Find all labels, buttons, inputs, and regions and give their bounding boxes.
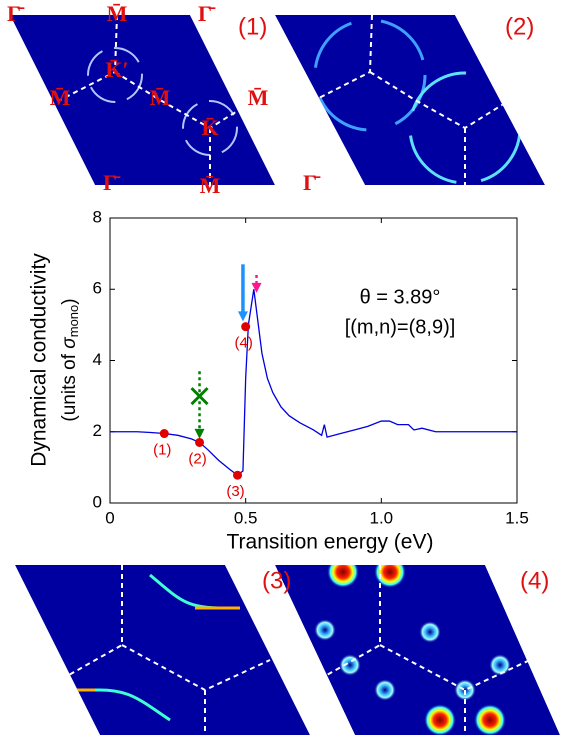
y-unit-subscript: mono (66, 305, 81, 338)
point-label: (1) (153, 442, 171, 459)
y-tick-label: 4 (93, 350, 102, 369)
y-tick-label: 8 (93, 207, 102, 226)
panel-label: (4) (520, 567, 549, 594)
k-point-label: Γ̄ (103, 170, 121, 195)
k-point-label: Γ̄ (198, 1, 216, 26)
panel-2 (275, 15, 545, 185)
arrow-head (194, 428, 205, 439)
panel-labels: (1) (2) (3) (4) Γ̄ M̄ Γ̄ K̄′ M̄ M̄ M̄ K̄ Γ̄ M̄ Γ̄ (7, 1, 549, 594)
point-label: (4) (234, 335, 252, 352)
k-point-label: M̄ (107, 1, 128, 26)
panel-label: (2) (505, 13, 534, 40)
x-tick-label: 0.5 (234, 508, 258, 527)
y-unit-part: (units of (59, 349, 80, 422)
panel-label: (1) (238, 13, 267, 40)
k-point-label: Γ̄ (303, 170, 321, 195)
k-point-label: M̄ (50, 85, 71, 110)
point (233, 470, 243, 480)
y-axis-unit: (units of σmono) (59, 298, 81, 421)
plot-frame (109, 217, 518, 504)
chart: Transition energy (eV) Dynamical conduct… (28, 207, 529, 553)
y-unit-part: ) (59, 298, 80, 304)
k-point-label: M̄ (200, 173, 221, 198)
point-label: (3) (226, 483, 244, 500)
point (195, 437, 205, 447)
y-unit-symbol: σ (59, 336, 80, 349)
cross (190, 387, 209, 406)
point (241, 322, 251, 332)
k-point-label: K̄′ (105, 57, 128, 82)
panel-4 (275, 565, 560, 735)
arrow-head (237, 311, 248, 322)
x-tick-label: 0 (105, 508, 114, 527)
x-tick-label: 1.0 (370, 508, 394, 527)
arrow-head (251, 282, 262, 293)
x-axis-label: Transition energy (eV) (227, 531, 434, 554)
k-point-label: M̄ (150, 85, 171, 110)
y-tick-label: 0 (93, 492, 102, 511)
k-point-label: M̄ (248, 85, 269, 110)
point-label: (2) (188, 450, 206, 467)
annotation: [(m,n)=(8,9)] (345, 316, 456, 338)
point (159, 429, 169, 439)
panel-1 (10, 15, 275, 185)
k-point-label: K̄ (201, 115, 218, 140)
x-tick-label: 1.5 (505, 508, 529, 527)
annotation: θ = 3.89° (360, 286, 441, 308)
panel-label: (3) (262, 567, 291, 594)
y-tick-label: 6 (93, 279, 102, 298)
y-axis-label: Dynamical conductivity (28, 253, 51, 467)
k-point-label: Γ̄ (7, 1, 25, 26)
y-tick-label: 2 (93, 421, 102, 440)
